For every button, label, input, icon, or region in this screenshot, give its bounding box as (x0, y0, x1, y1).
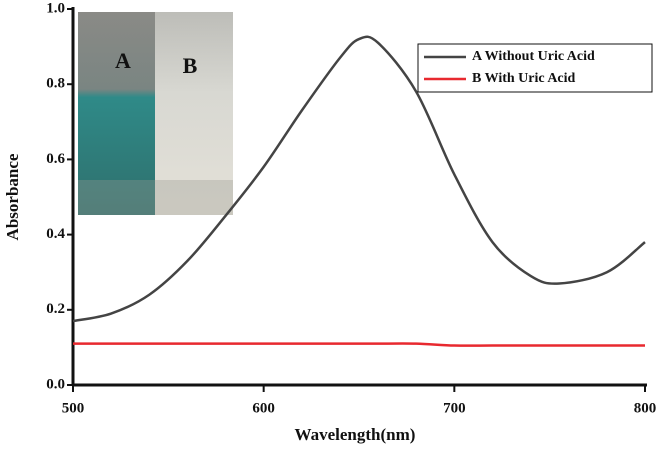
legend-box (417, 43, 653, 93)
legend-text: B With Uric Acid (472, 71, 576, 86)
series-line (72, 35, 646, 323)
y-tick-label: 1.0 (46, 0, 65, 16)
photo-a (78, 12, 155, 215)
x-tick-label: 800 (634, 400, 657, 416)
series-line (73, 342, 645, 347)
y-axis-label: Absorbance (3, 153, 22, 240)
legend-text: A Without Uric Acid (472, 49, 595, 64)
x-tick-label: 500 (62, 400, 85, 416)
x-tick-label: 700 (443, 400, 466, 416)
x-axis-label: Wavelength(nm) (295, 425, 416, 444)
inset-label: B (183, 53, 198, 78)
photo-b (155, 12, 233, 215)
photo-table (78, 180, 233, 215)
inset-photo (78, 12, 233, 215)
y-tick-label: 0.8 (46, 76, 65, 92)
x-tick-label: 600 (252, 400, 275, 416)
y-tick-label: 0.2 (46, 301, 65, 317)
y-tick-label: 0.6 (46, 151, 65, 167)
inset-label: A (115, 48, 131, 73)
y-tick-label: 0.0 (46, 376, 65, 392)
y-tick-label: 0.4 (46, 226, 65, 242)
